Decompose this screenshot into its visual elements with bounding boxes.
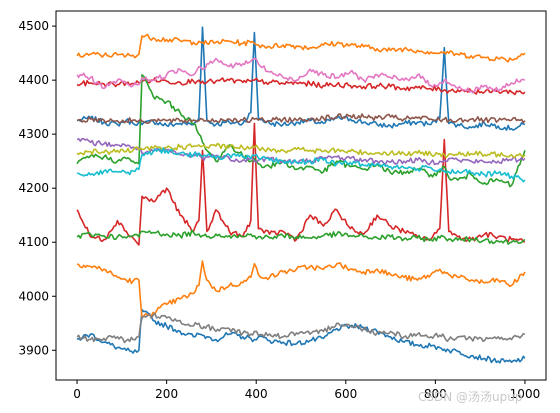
series-line-12 (76, 142, 526, 159)
series-line-7 (76, 229, 526, 245)
series-line-2 (76, 33, 526, 63)
y-tick-label: 4400 (18, 73, 49, 87)
series-line-10 (76, 57, 526, 94)
y-tick-label: 4000 (18, 289, 49, 303)
y-tick-label: 4100 (18, 235, 49, 249)
series-line-6 (76, 74, 526, 188)
watermark: CSDN @汤汤upup (418, 390, 523, 404)
series-line-3 (76, 260, 526, 319)
x-tick-label: 800 (424, 387, 447, 401)
x-axis: 0 200 400 600 800 1000 (73, 380, 540, 401)
series-line-8 (76, 137, 526, 166)
series-line-1 (76, 309, 526, 364)
series-line-13 (76, 147, 526, 183)
x-tick-label: 600 (334, 387, 357, 401)
y-axis: 3900 4000 4100 4200 4300 4400 4500 (18, 19, 56, 357)
series-line-11 (76, 312, 526, 344)
series-line-0 (76, 26, 526, 131)
x-tick-label: 400 (245, 387, 268, 401)
series-layer (76, 26, 526, 364)
series-line-5 (76, 122, 526, 246)
x-tick-label: 1000 (510, 387, 541, 401)
plot-frame (55, 10, 547, 381)
series-line-9 (76, 113, 526, 124)
y-tick-label: 4500 (18, 19, 49, 33)
x-tick-label: 0 (73, 387, 81, 401)
x-tick-label: 200 (155, 387, 178, 401)
y-tick-label: 3900 (18, 343, 49, 357)
y-tick-label: 4200 (18, 181, 49, 195)
y-tick-label: 4300 (18, 127, 49, 141)
